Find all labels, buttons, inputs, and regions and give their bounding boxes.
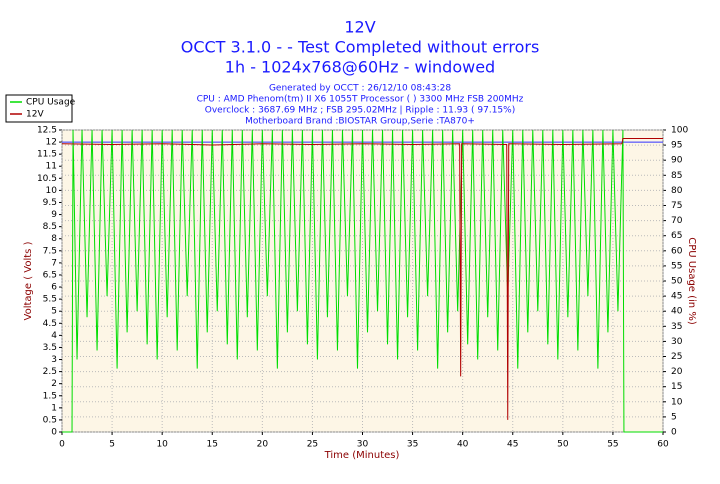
- series-line: [62, 129, 663, 433]
- y2-tick-label: 80: [671, 186, 683, 196]
- info-line: Overclock : 3687.69 MHz ; FSB 295.02MHz …: [205, 106, 515, 116]
- y-axis-label: Voltage ( Volts ): [23, 241, 34, 320]
- y-tick-label: 0.5: [43, 415, 57, 425]
- x-tick-label: 10: [156, 440, 168, 450]
- x-tick-label: 30: [357, 440, 369, 450]
- y-tick-label: 0: [51, 428, 57, 438]
- y2-tick-label: 85: [671, 171, 682, 181]
- y-tick-label: 7: [51, 258, 57, 268]
- y2-tick-label: 25: [671, 352, 682, 362]
- x-tick-label: 55: [607, 440, 618, 450]
- chart-subtitle: 1h - 1024x768@60Hz - windowed: [225, 58, 495, 77]
- x-tick-label: 20: [257, 440, 269, 450]
- x-tick-label: 50: [557, 440, 569, 450]
- y-tick-label: 4: [51, 331, 57, 341]
- y-tick-label: 6.5: [43, 270, 57, 280]
- y2-tick-label: 45: [671, 292, 682, 302]
- y-tick-label: 5.5: [43, 295, 57, 305]
- y-tick-label: 1.5: [43, 391, 57, 401]
- x-tick-label: 35: [407, 440, 418, 450]
- y-tick-label: 10.5: [37, 174, 57, 184]
- y-tick-label: 12: [46, 138, 57, 148]
- x-tick-label: 40: [457, 440, 469, 450]
- y2-tick-label: 15: [671, 382, 682, 392]
- chart-title: 12V: [344, 18, 375, 37]
- x-tick-label: 5: [109, 440, 115, 450]
- y-tick-label: 2.5: [43, 367, 57, 377]
- y-tick-label: 7.5: [43, 246, 57, 256]
- y2-tick-label: 90: [671, 156, 683, 166]
- y2-tick-label: 10: [671, 397, 683, 407]
- y2-tick-label: 35: [671, 322, 682, 332]
- y-tick-label: 8.5: [43, 222, 57, 232]
- y-tick-label: 11.5: [37, 150, 57, 160]
- info-line: Motherboard Brand :BIOSTAR Group,Serie :…: [245, 117, 475, 127]
- y2-tick-label: 95: [671, 141, 682, 151]
- legend-box: [5, 94, 73, 123]
- y-tick-label: 6: [51, 283, 57, 293]
- y-tick-label: 9.5: [43, 198, 57, 208]
- legend-label: 12V: [26, 110, 44, 120]
- y2-tick-label: 55: [671, 261, 682, 271]
- y-tick-label: 2: [51, 379, 57, 389]
- x-tick-label: 45: [507, 440, 518, 450]
- info-line: CPU : AMD Phenom(tm) II X6 1055T Process…: [197, 95, 524, 105]
- y-tick-label: 3: [51, 355, 57, 365]
- y2-tick-label: 50: [671, 277, 683, 287]
- y2-tick-label: 40: [671, 307, 683, 317]
- x-tick-label: 60: [657, 440, 669, 450]
- y2-tick-label: 70: [671, 216, 683, 226]
- y2-tick-label: 65: [671, 231, 682, 241]
- legend-label: CPU Usage: [26, 98, 76, 108]
- y2-tick-label: 60: [671, 246, 683, 256]
- series-line: [61, 137, 663, 420]
- y-tick-label: 4.5: [43, 319, 57, 329]
- info-line: Generated by OCCT : 26/12/10 08:43:28: [269, 84, 451, 94]
- x-tick-label: 15: [207, 440, 218, 450]
- chart-subtitle: OCCT 3.1.0 - - Test Completed without er…: [181, 38, 540, 57]
- x-tick-label: 25: [307, 440, 318, 450]
- y2-tick-label: 75: [671, 201, 682, 211]
- y-tick-label: 10: [46, 186, 58, 196]
- y-tick-label: 9: [51, 210, 57, 220]
- x-axis-label: Time (Minutes): [324, 450, 400, 461]
- y-tick-label: 5: [51, 307, 57, 317]
- y2-tick-label: 0: [671, 428, 677, 438]
- y-tick-label: 1: [51, 403, 57, 413]
- y-tick-label: 11: [46, 162, 57, 172]
- y2-axis-label: CPU Usage (in %): [686, 237, 697, 325]
- y2-tick-label: 20: [671, 367, 683, 377]
- y-tick-label: 8: [51, 234, 57, 244]
- x-tick-label: 0: [59, 440, 65, 450]
- y-tick-label: 12.5: [37, 126, 57, 136]
- y2-tick-label: 5: [671, 412, 677, 422]
- y-tick-label: 3.5: [43, 343, 57, 353]
- y2-tick-label: 100: [671, 126, 688, 136]
- y2-tick-label: 30: [671, 337, 683, 347]
